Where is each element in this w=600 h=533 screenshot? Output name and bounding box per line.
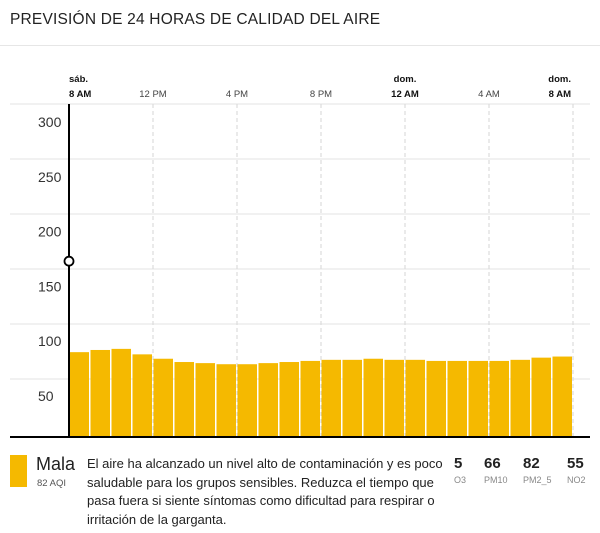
aqi-bar (384, 359, 404, 437)
aqi-bar (90, 349, 110, 437)
aqi-bar (552, 356, 572, 437)
x-time-label: 8 PM (310, 89, 332, 100)
aqi-bar (468, 360, 488, 437)
aqi-bar (510, 359, 530, 437)
y-tick-label: 100 (38, 333, 62, 349)
pollutant-value: 5 (454, 455, 463, 472)
y-tick-label: 300 (38, 114, 62, 130)
aqi-bar (153, 358, 173, 437)
aqi-bar (342, 359, 362, 437)
aqi-bar (258, 363, 278, 437)
pollutant-no2: 55 NO2 (567, 455, 586, 485)
aqi-bar (531, 357, 551, 437)
pollutant-value: 66 (484, 455, 501, 472)
y-tick-label: 50 (38, 388, 54, 404)
x-time-label: 4 AM (478, 89, 500, 100)
x-time-label: 12 PM (139, 89, 167, 100)
x-day-label: dom. (548, 74, 571, 85)
aqi-bar (300, 360, 320, 437)
aqi-bar (447, 360, 467, 437)
aqi-bar (111, 348, 131, 437)
title-divider (0, 45, 600, 46)
current-value-marker (63, 255, 75, 267)
pollutant-value: 82 (523, 455, 540, 472)
x-time-label: 4 PM (226, 89, 248, 100)
x-time-label: 8 AM (69, 89, 91, 100)
pollutant-o3: 5 O3 (454, 455, 466, 485)
aqi-bar (195, 363, 215, 437)
x-day-label: dom. (394, 74, 417, 85)
aqi-bar (237, 364, 257, 437)
aqi-bar (405, 359, 425, 437)
aqi-bar (174, 362, 194, 437)
aqi-bar (132, 354, 152, 437)
y-tick-label: 250 (38, 169, 62, 185)
page-title: PREVISIÓN DE 24 HORAS DE CALIDAD DEL AIR… (10, 11, 381, 28)
aqi-forecast-chart: 50 100 150 200 250 300 sáb. 8 AM 12 PM 4 PM 8 PM do… (10, 74, 590, 438)
y-tick-label: 200 (38, 224, 62, 240)
pollutant-name: PM10 (484, 475, 508, 485)
y-tick-label: 150 (38, 278, 62, 294)
pollutant-name: O3 (454, 475, 467, 485)
status-description: El aire ha alcanzado un nivel alto de co… (87, 456, 443, 527)
aqi-bar (426, 360, 446, 437)
aqi-bar (216, 364, 236, 437)
x-time-label: 12 AM (391, 89, 419, 100)
pollutant-pm10: 66 PM10 (484, 455, 508, 485)
x-day-label: sáb. (69, 74, 88, 85)
aqi-bar (279, 362, 299, 437)
pollutant-value: 55 (567, 455, 584, 472)
aqi-bar (489, 360, 509, 437)
status-aqi-value: 82 AQI (37, 478, 67, 489)
aqi-bar (69, 352, 89, 437)
x-time-label: 8 AM (549, 89, 571, 100)
pollutant-pm2_5: 82 PM2_5 (523, 455, 552, 485)
pollutant-name: PM2_5 (523, 475, 552, 485)
pollutant-name: NO2 (567, 475, 586, 485)
aqi-bar (321, 359, 341, 437)
status-category: Mala (36, 454, 76, 474)
status-color-swatch (10, 455, 27, 487)
aqi-bar (363, 358, 383, 437)
